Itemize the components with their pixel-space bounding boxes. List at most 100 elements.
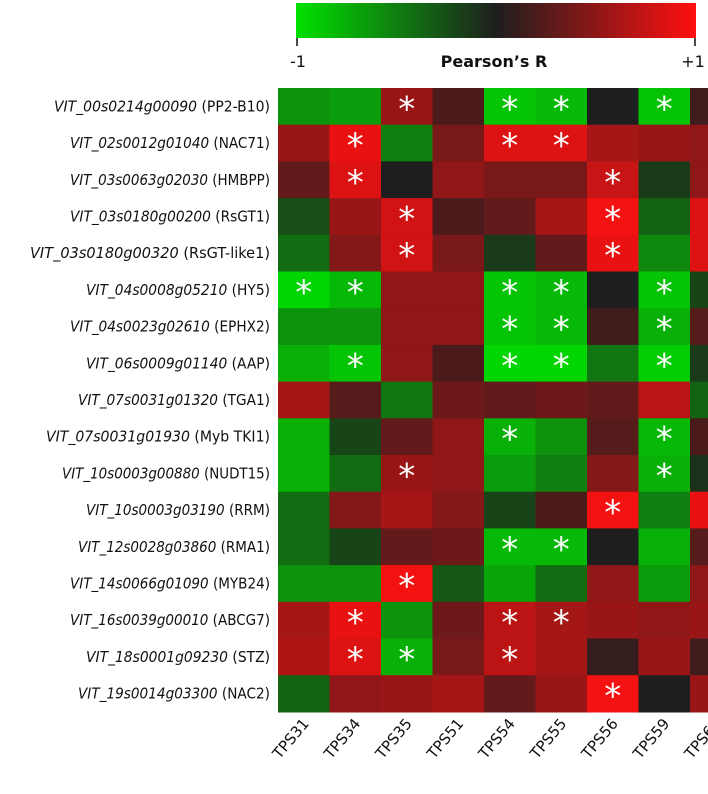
heatmap-cell: [484, 234, 537, 273]
heatmap-cell: [535, 455, 588, 493]
heatmap-cell: [587, 565, 640, 603]
heatmap-cell: [381, 455, 434, 493]
heatmap-cells: [278, 88, 708, 713]
heatmap-cell: [484, 271, 537, 309]
heatmap-cell: [587, 198, 640, 236]
heatmap-cell: [587, 491, 640, 529]
heatmap-cell: [432, 528, 485, 566]
significance-marker: *: [501, 420, 518, 460]
row-label-gene-name: (RRM): [225, 501, 270, 519]
heatmap-cell: [484, 88, 537, 126]
heatmap-cell: [638, 675, 691, 713]
significance-marker: *: [604, 163, 621, 203]
significance-marker: *: [398, 199, 415, 239]
heatmap-cell: [329, 455, 382, 493]
row-label: VIT_12s0028g03860 (RMA1): [78, 538, 270, 557]
heatmap-cell: [587, 601, 640, 640]
significance-markers: * * * ** * ** ** ** ** * * * ** * ** * * ** ** *** *** * ** * **…: [295, 89, 708, 716]
row-label: VIT_07s0031g01930 (Myb TKI1): [46, 428, 270, 447]
row-label-gene-name: (HMBPP): [208, 171, 270, 189]
significance-marker: *: [501, 89, 518, 129]
heatmap-cell: [690, 418, 708, 456]
heatmap-cell: [587, 88, 640, 126]
column-label: TPS34: [320, 715, 365, 763]
heatmap-cell: [381, 528, 434, 566]
row-labels: VIT_00s0214g00090 (PP2-B10) VIT_02s0012g0…: [30, 97, 270, 703]
heatmap-cell: [432, 418, 485, 456]
heatmap-cell: [329, 675, 382, 713]
heatmap-cell: [329, 528, 382, 566]
row-label-gene-name: (NAC2): [218, 685, 270, 703]
heatmap-cell: [432, 565, 485, 603]
heatmap-cell: [690, 528, 708, 566]
heatmap-cell: [381, 491, 434, 529]
row-label-gene-name: (RMA1): [216, 538, 270, 556]
heatmap-cell: [278, 491, 331, 529]
heatmap-cell: [638, 381, 691, 419]
heatmap-cell: [381, 381, 434, 419]
heatmap-cell: [535, 601, 588, 640]
row-label-gene-id: VIT_19s0014g03300: [78, 685, 218, 704]
column-label: TPS55: [526, 715, 571, 763]
heatmap-cell: [535, 308, 588, 346]
color-scale-bar: [296, 3, 696, 38]
significance-marker: *: [656, 456, 673, 496]
heatmap-cell: [690, 455, 708, 493]
significance-marker: *: [501, 346, 518, 386]
row-label: VIT_04s0008g05210 (HY5): [86, 281, 270, 300]
significance-marker: *: [553, 310, 570, 350]
heatmap-cell: [535, 418, 588, 456]
heatmap-cell: [535, 491, 588, 529]
heatmap-cell: [432, 271, 485, 309]
heatmap-cell: [432, 455, 485, 493]
significance-marker: *: [347, 126, 364, 166]
heatmap-cell: [278, 418, 331, 456]
significance-marker: *: [604, 199, 621, 239]
heatmap-cell: [329, 418, 382, 456]
heatmap-cell: [484, 565, 537, 603]
significance-marker: *: [347, 640, 364, 680]
heatmap-cell: [484, 344, 537, 383]
row-label-gene-name: (TGA1): [218, 391, 270, 409]
significance-marker: *: [398, 456, 415, 496]
heatmap-cell: [587, 234, 640, 273]
heatmap-cell: [432, 161, 485, 199]
significance-marker: *: [347, 273, 364, 313]
significance-marker: *: [656, 310, 673, 350]
heatmap-cell: [690, 124, 708, 162]
heatmap-cell: [535, 675, 588, 713]
significance-marker: *: [553, 126, 570, 166]
heatmap-cell: [638, 308, 691, 346]
heatmap-cell: [278, 198, 331, 236]
row-label-gene-id: VIT_03s0180g00320: [30, 244, 179, 263]
heatmap-cell: [381, 638, 434, 676]
heatmap-cell: [381, 124, 434, 162]
heatmap-cell: [638, 638, 691, 676]
row-label-gene-name: (HY5): [227, 281, 270, 299]
row-label-gene-id: VIT_00s0214g00090: [54, 97, 197, 116]
row-label: VIT_04s0023g02610 (EPHX2): [70, 318, 270, 337]
heatmap-cell: [278, 161, 331, 199]
column-label: TPS54: [474, 715, 519, 763]
significance-marker: *: [347, 163, 364, 203]
heatmap-cell: [587, 675, 640, 713]
heatmap-cell: [638, 528, 691, 566]
row-label: VIT_14s0066g01090 (MYB24): [70, 574, 270, 593]
significance-marker: *: [398, 89, 415, 129]
row-label-gene-id: VIT_06s0009g01140: [86, 354, 227, 373]
heatmap-cell: [638, 161, 691, 199]
heatmap-cell: [278, 308, 331, 346]
significance-marker: *: [553, 346, 570, 386]
heatmap-cell: [638, 418, 691, 456]
significance-marker: *: [398, 566, 415, 606]
color-scale-max-label: +1: [681, 52, 705, 71]
heatmap-cell: [535, 198, 588, 236]
row-label-gene-name: (AAP): [227, 354, 270, 372]
heatmap-cell: [278, 528, 331, 566]
heatmap-cell: [638, 491, 691, 529]
heatmap-cell: [587, 308, 640, 346]
heatmap-cell: [690, 381, 708, 419]
heatmap-cell: [690, 675, 708, 713]
heatmap-cell: [329, 638, 382, 676]
heatmap-cell: [278, 455, 331, 493]
